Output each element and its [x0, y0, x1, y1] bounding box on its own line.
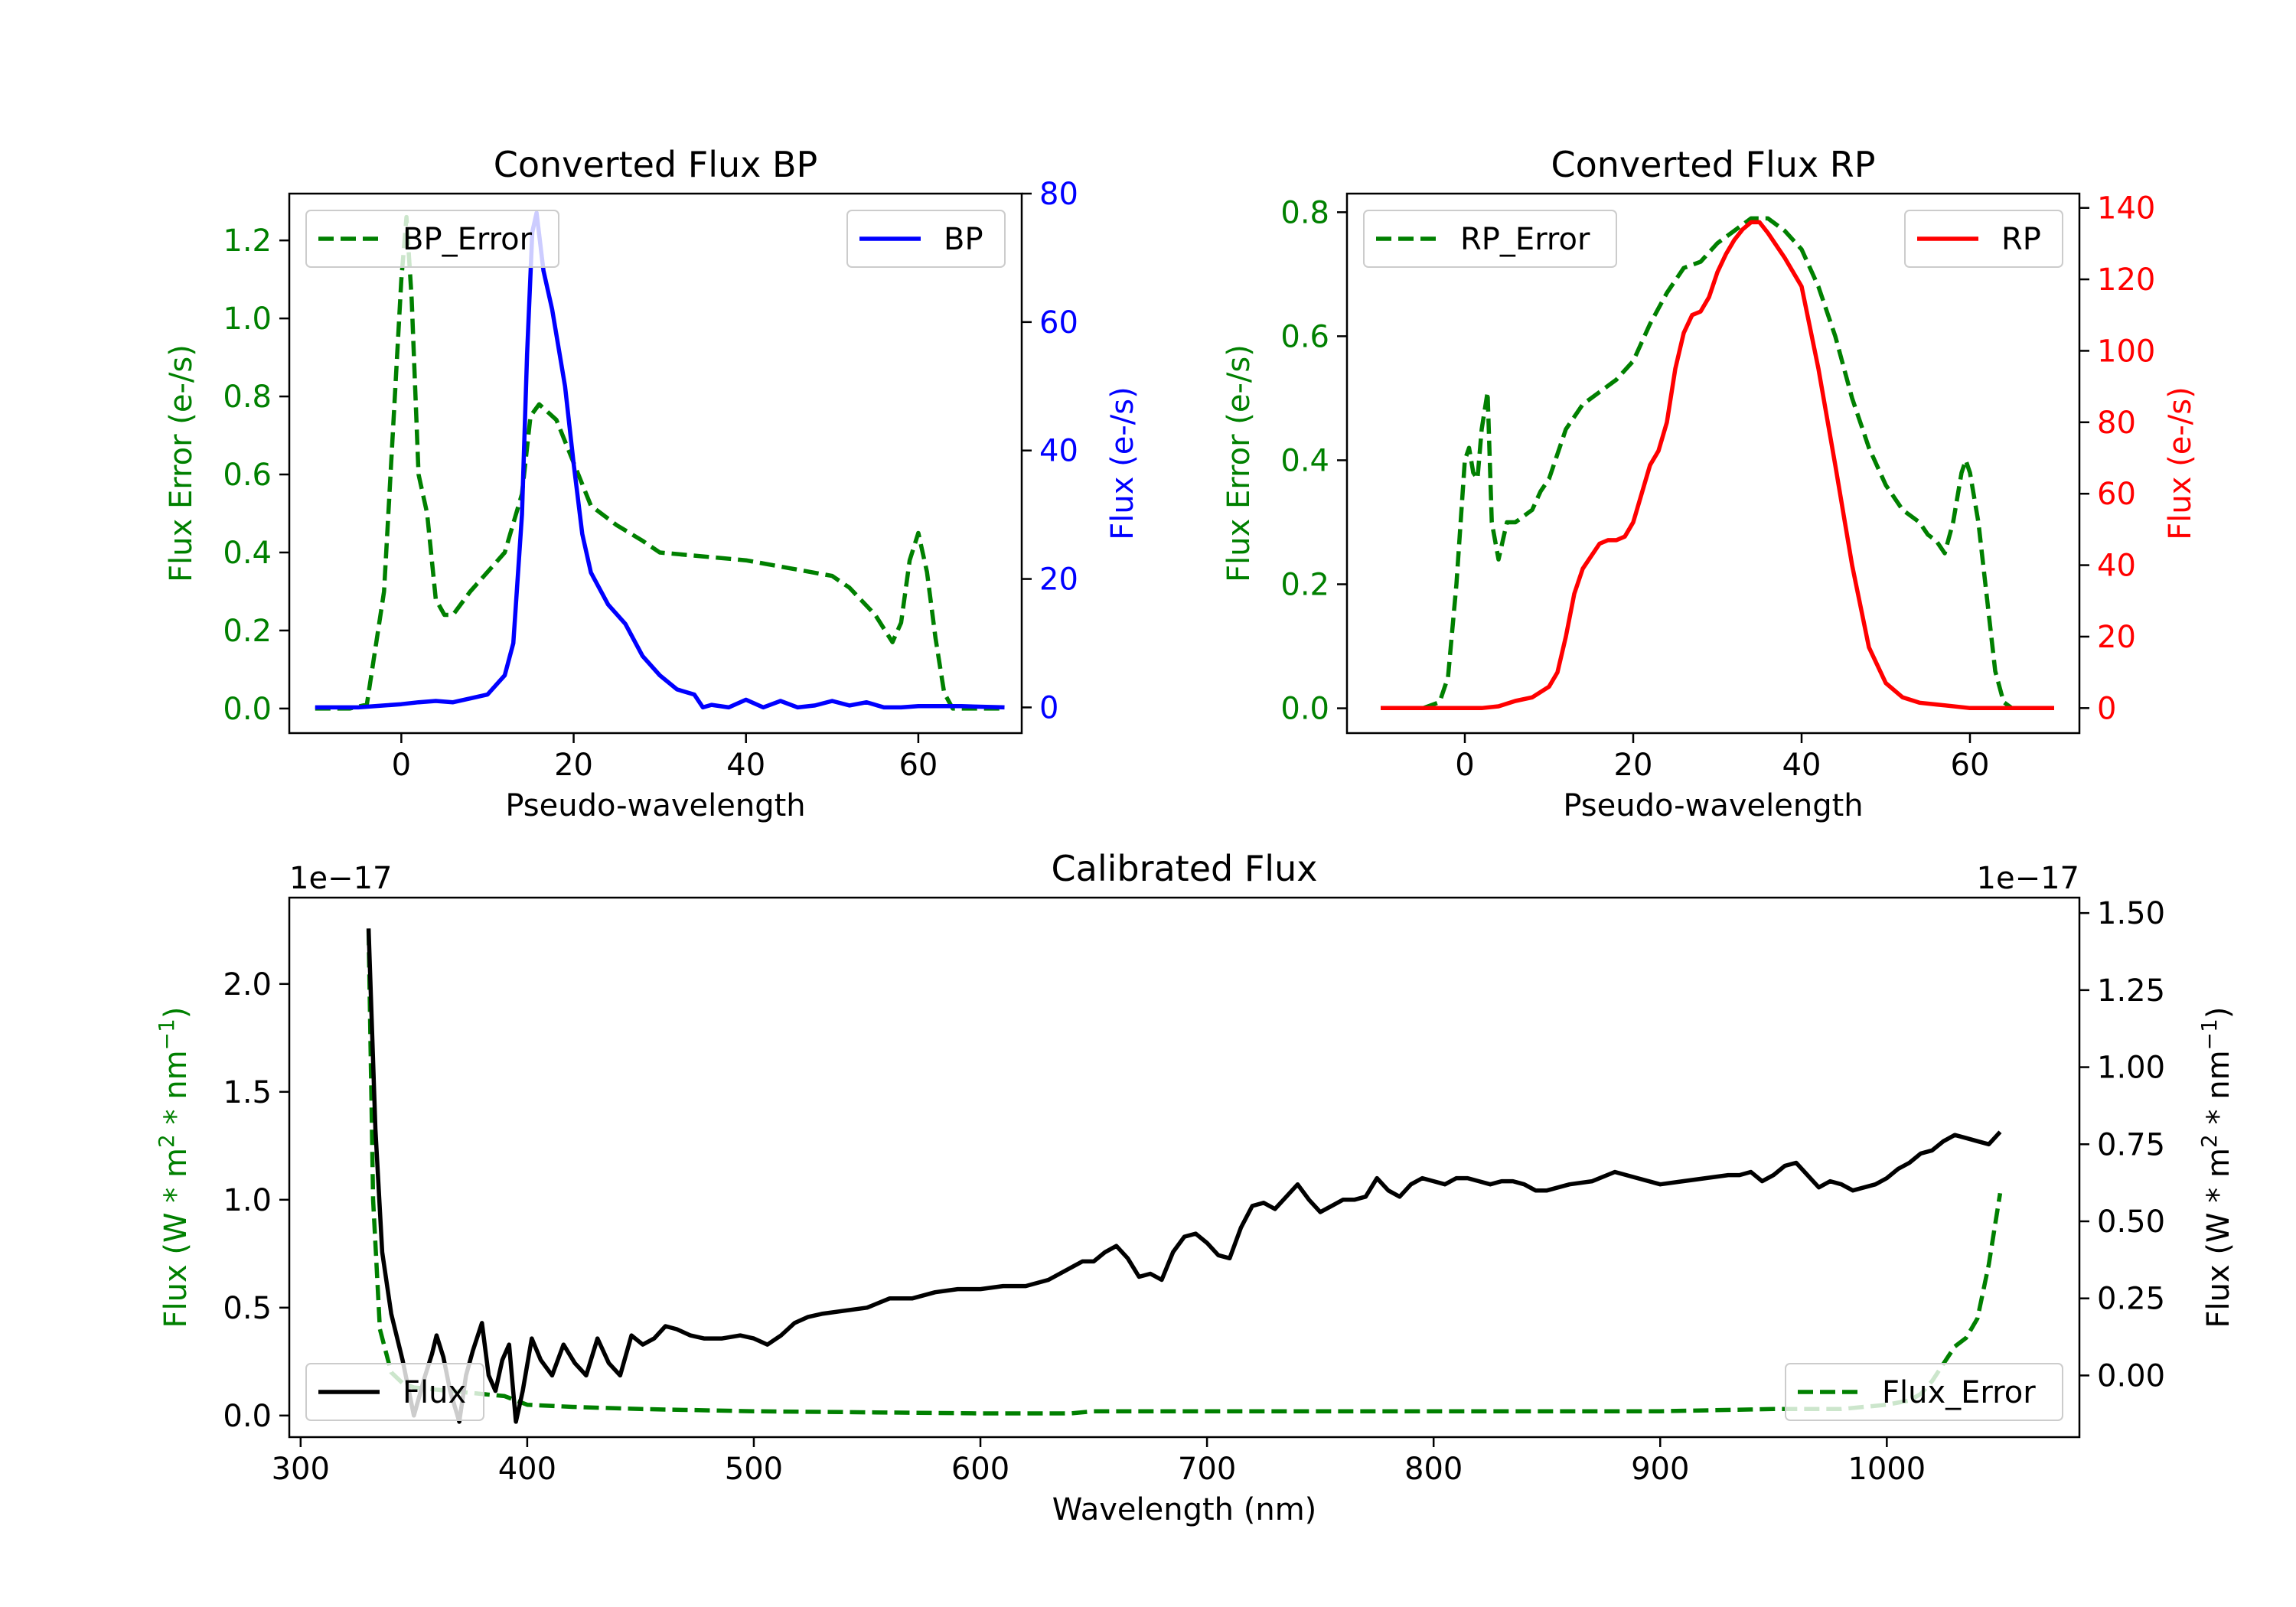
x-tick-label: 600 — [951, 1452, 1009, 1487]
x-tick-label: 300 — [272, 1452, 330, 1487]
right-y-tick-label: 40 — [1039, 434, 1078, 469]
x-tick-label: 60 — [899, 748, 938, 783]
right-y-axis-label: Flux (e-/s) — [1105, 386, 1140, 539]
legend-box — [1904, 210, 2063, 268]
right-y-tick-label: 0 — [2097, 691, 2116, 726]
right-y-tick-label: 1.50 — [2097, 896, 2165, 931]
left-y-tick-label: 0.6 — [1280, 319, 1329, 354]
right-y-tick-label: 40 — [2097, 549, 2136, 584]
plot-frame — [1345, 192, 2081, 735]
right-y-tick-label: 80 — [2097, 406, 2136, 441]
legend-label: BP — [944, 222, 983, 257]
x-tick-label: 500 — [725, 1452, 783, 1487]
left-y-axis-label: Flux (W * m2 * nm−1) — [154, 1007, 194, 1328]
left-y-tick-label: 0.8 — [1280, 195, 1329, 230]
left-y-tick-label: 0.2 — [1280, 568, 1329, 603]
legend-box — [305, 210, 559, 268]
right-y-tick-label: 80 — [1039, 177, 1078, 212]
legend-box — [305, 1363, 484, 1421]
x-tick-label: 400 — [498, 1452, 556, 1487]
legend-bp-error: BP_Error — [305, 210, 559, 268]
series-line-rp — [1381, 220, 2054, 711]
left-y-tick-label: 1.5 — [223, 1075, 272, 1110]
right-y-tick-label: 20 — [2097, 620, 2136, 655]
left-y-tick-label: 0.0 — [1280, 692, 1329, 727]
chart-title: Calibrated Flux — [1052, 848, 1318, 889]
legend-label: RP_Error — [1460, 222, 1590, 257]
plot-frame — [288, 192, 1023, 735]
left-y-tick-label: 1.0 — [223, 302, 272, 337]
x-tick-label: 800 — [1404, 1452, 1463, 1487]
series-line-flux — [366, 928, 2002, 1424]
legend-box — [1785, 1363, 2063, 1421]
x-tick-label: 40 — [1782, 748, 1821, 783]
right-y-tick-label: 1.00 — [2097, 1051, 2165, 1086]
x-tick-label: 700 — [1178, 1452, 1236, 1487]
x-tick-label: 20 — [1614, 748, 1653, 783]
left-y-tick-label: 2.0 — [223, 967, 272, 1002]
legend-box — [846, 210, 1006, 268]
chart-1: 0 20 40 60 0.0 0.2 0.4 0.6 0.8 1.0 1.2 0 20 40 60 80 Con… — [164, 144, 1140, 823]
left-y-tick-label: 0.0 — [223, 692, 272, 727]
legend-rp: RP — [1904, 210, 2063, 268]
right-y-tick-label: 0.75 — [2097, 1127, 2165, 1162]
x-tick-label: 1000 — [1848, 1452, 1926, 1487]
plot-frame — [288, 896, 2081, 1439]
right-y-tick-label: 100 — [2097, 334, 2155, 369]
left-y-axis-label: Flux Error (e-/s) — [164, 344, 199, 582]
x-axis-label: Pseudo-wavelength — [505, 788, 805, 823]
right-y-tick-label: 140 — [2097, 191, 2155, 227]
legend-box — [1363, 210, 1617, 268]
right-y-tick-label: 0.25 — [2097, 1282, 2165, 1317]
legend-label: Flux — [403, 1375, 466, 1410]
left-y-axis-label: Flux Error (e-/s) — [1221, 344, 1257, 582]
chart-title: Converted Flux BP — [494, 144, 818, 185]
right-y-tick-label: 0.50 — [2097, 1204, 2165, 1240]
series-line-flux-error — [366, 930, 2003, 1416]
x-tick-label: 0 — [1455, 748, 1474, 783]
x-tick-label: 60 — [1951, 748, 1990, 783]
right-y-tick-label: 60 — [2097, 477, 2136, 512]
left-y-tick-label: 1.2 — [223, 223, 272, 259]
legend-flux-error: Flux_Error — [1785, 1363, 2063, 1421]
right-y-tick-label: 20 — [1039, 562, 1078, 598]
legend-bp: BP — [846, 210, 1006, 268]
right-y-tick-label: 1.25 — [2097, 973, 2165, 1009]
x-axis-label: Wavelength (nm) — [1052, 1492, 1317, 1527]
right-offset-label: 1e−17 — [1977, 861, 2079, 896]
right-y-axis-label: Flux (W * m2 * nm−1) — [2197, 1007, 2237, 1328]
chart-3: 300 400 500 600 700 800 900 1000 0.0 0.5 1.0 1.5 2.0… — [154, 848, 2237, 1527]
left-y-tick-label: 1.0 — [223, 1183, 272, 1218]
series-line-bp — [315, 210, 1005, 710]
left-offset-label: 1e−17 — [289, 861, 392, 896]
series-line-bp-error — [315, 214, 1005, 711]
chart-2: 0 20 40 60 0.0 0.2 0.4 0.6 0.8 0 20 40 60 80 100 120 140… — [1221, 144, 2198, 823]
x-tick-label: 0 — [392, 748, 411, 783]
legend-flux: Flux — [305, 1363, 484, 1421]
right-y-tick-label: 0.00 — [2097, 1358, 2165, 1393]
right-y-tick-label: 60 — [1039, 305, 1078, 341]
right-y-tick-label: 0 — [1039, 690, 1058, 725]
x-tick-label: 900 — [1631, 1452, 1689, 1487]
legend-rp-error: RP_Error — [1363, 210, 1617, 268]
left-y-tick-label: 0.6 — [223, 458, 272, 493]
left-y-tick-label: 0.2 — [223, 614, 272, 649]
left-y-tick-label: 0.0 — [223, 1399, 272, 1434]
left-y-tick-label: 0.4 — [1280, 443, 1329, 478]
left-y-tick-label: 0.8 — [223, 380, 272, 415]
legend-label: Flux_Error — [1882, 1375, 2036, 1410]
x-axis-label: Pseudo-wavelength — [1563, 788, 1863, 823]
chart-title: Converted Flux RP — [1551, 144, 1876, 185]
legend-label: BP_Error — [403, 222, 533, 257]
right-y-axis-label: Flux (e-/s) — [2163, 386, 2198, 539]
series-line-rp-error — [1422, 216, 2014, 711]
x-tick-label: 40 — [726, 748, 765, 783]
left-y-tick-label: 0.4 — [223, 536, 272, 571]
legend-label: RP — [2001, 222, 2041, 257]
x-tick-label: 20 — [554, 748, 593, 783]
left-y-tick-label: 0.5 — [223, 1291, 272, 1326]
right-y-tick-label: 120 — [2097, 262, 2155, 298]
